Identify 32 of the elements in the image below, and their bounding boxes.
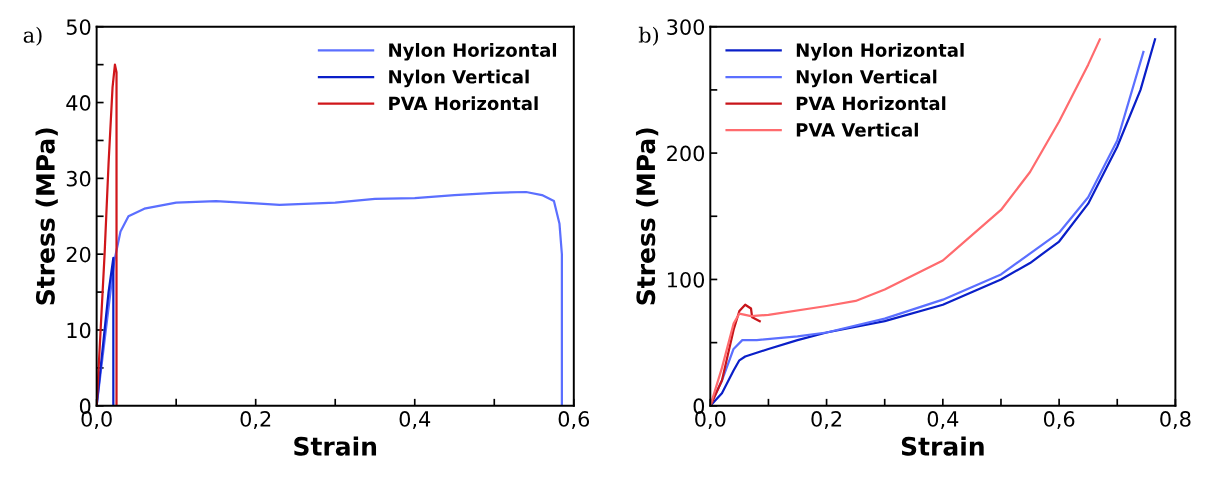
y-axis-title: Stress (MPa) [635, 128, 659, 305]
y-tick-label: 100 [667, 271, 705, 288]
x-tick-label: 0,2 [811, 411, 842, 429]
y-tick-label: 200 [667, 145, 705, 162]
legend-label: Nylon Vertical [389, 69, 529, 88]
text: a) [23, 26, 42, 46]
x-tick-label: 0,6 [558, 411, 590, 429]
y-tick-label: 20 [66, 246, 91, 263]
line-series [710, 303, 761, 406]
y-tick-label: 40 [66, 95, 91, 111]
x-tick-label: 0,8 [1160, 411, 1191, 429]
text: b) [638, 26, 659, 46]
x-tick-label: 0,4 [927, 411, 959, 429]
y-tick-label: 10 [67, 322, 91, 339]
x-tick-label: 0,4 [399, 411, 431, 429]
y-axis-title: Stress (MPa) [35, 128, 58, 305]
y-tick-label: 300 [667, 19, 705, 35]
legend-label: PVA Horizontal [796, 96, 946, 111]
x-axis-title: Strain [901, 436, 984, 456]
legend-label: Nylon Horizontal [796, 42, 964, 61]
line-series [96, 190, 563, 406]
line-series [96, 63, 118, 406]
y-tick-label: 30 [66, 170, 91, 187]
legend-label: Nylon Horizontal [389, 42, 557, 61]
x-tick-label: 0,2 [240, 411, 271, 429]
x-axis-title: Strain [294, 436, 377, 456]
line-series [96, 256, 115, 406]
legend-label: PVA Vertical [796, 122, 918, 137]
y-tick-label: 50 [66, 19, 91, 35]
x-tick-label: 0,6 [1043, 411, 1075, 429]
legend-label: PVA Horizontal [389, 96, 538, 111]
legend-label: Nylon Vertical [796, 69, 937, 88]
